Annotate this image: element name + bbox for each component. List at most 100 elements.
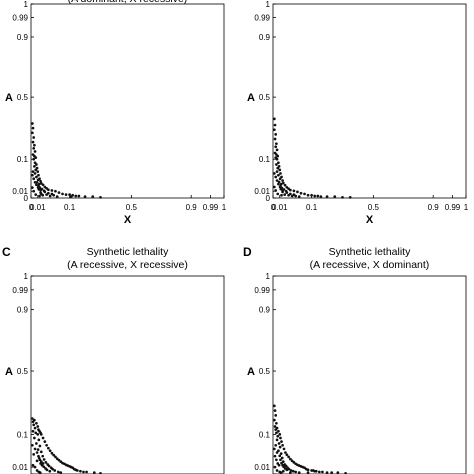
scatter-point (35, 459, 39, 463)
scatter-point (37, 173, 40, 177)
panel-subtitle: (A dominant, X recessive) (68, 0, 188, 5)
scatter-point (33, 447, 37, 451)
scatter-point (51, 467, 54, 471)
x-tick-label: 0.1 (306, 203, 318, 212)
scatter-point (275, 431, 278, 435)
y-tick-label: 0.01 (12, 463, 28, 472)
panel-title: Synthetic lethality (329, 246, 411, 258)
scatter-point (47, 188, 50, 192)
scatter-point (278, 433, 282, 436)
scatter-point (280, 456, 284, 460)
scatter-point (274, 443, 278, 447)
scatter-point (275, 148, 279, 152)
scatter-point (277, 182, 280, 186)
scatter-point (32, 177, 36, 181)
plot-frame (30, 275, 225, 474)
scatter-point (273, 409, 277, 412)
y-tick-label: 0.99 (254, 14, 270, 23)
scatter-point (289, 457, 292, 461)
scatter-point (287, 193, 290, 197)
x-axis-label: X (124, 214, 132, 226)
panel-subtitle: (A recessive, X dominant) (310, 259, 430, 271)
y-tick-label: 0.5 (17, 93, 29, 102)
y-tick-label: 1 (266, 272, 271, 281)
scatter-point (53, 469, 57, 472)
scatter-point (281, 181, 285, 185)
scatter-point (37, 188, 41, 191)
scatter-point (273, 123, 277, 127)
scatter-point (91, 195, 95, 198)
scatter-point (289, 188, 292, 192)
scatter-point (38, 471, 42, 474)
y-tick-label: 0.5 (259, 93, 271, 102)
scatter-point (35, 183, 38, 187)
scatter-point (33, 180, 37, 184)
scatter-point (279, 187, 283, 191)
scatter-point (273, 454, 277, 458)
scatter-point (344, 471, 347, 474)
scatter-point (291, 469, 295, 473)
scatter-point (313, 194, 317, 198)
y-tick-label: 1 (24, 0, 29, 9)
scatter-point (277, 180, 281, 184)
scatter-point (79, 469, 82, 473)
scatter-point (64, 193, 68, 196)
scatter-point (310, 193, 313, 197)
scatter-point (280, 440, 283, 444)
y-tick-label: 1 (266, 0, 271, 9)
scatter-point (41, 183, 45, 187)
scatter-point (32, 189, 36, 193)
scatter-point (39, 191, 42, 194)
scatter-point (273, 404, 276, 408)
scatter-point (277, 161, 280, 165)
scatter-point (47, 446, 50, 450)
scatter-point (279, 172, 282, 175)
scatter-point (31, 173, 34, 177)
scatter-point (279, 182, 283, 186)
panel-label: D (243, 245, 252, 259)
scatter-point (348, 195, 352, 199)
scatter-point (31, 126, 35, 130)
scatter-point (38, 458, 42, 462)
x-tick-label: 0.9 (186, 203, 198, 212)
scatter-point (274, 414, 278, 417)
scatter-point (276, 166, 280, 170)
scatter-point (287, 467, 291, 471)
scatter-point (289, 469, 293, 472)
scatter-point (281, 443, 284, 447)
x-tick-label: 0.5 (126, 203, 138, 212)
scatter-point (277, 429, 280, 433)
scatter-point (37, 454, 40, 458)
scatter-point (36, 448, 40, 451)
scatter-point (282, 447, 286, 451)
scatter-point (279, 458, 282, 462)
scatter-point (39, 433, 43, 436)
plot-frame (272, 275, 467, 474)
scatter-point (54, 189, 57, 193)
scatter-point (275, 170, 279, 173)
y-tick-label: 0.1 (259, 155, 271, 164)
y-tick-label: 0.99 (254, 286, 270, 295)
scatter-point (294, 470, 298, 474)
scatter-point (273, 465, 277, 469)
scatter-point (278, 445, 282, 449)
scatter-point (34, 156, 38, 159)
x-tick-label: 1 (222, 203, 227, 212)
scatter-point (325, 195, 329, 198)
scatter-point (275, 438, 279, 442)
scatter-point (280, 461, 283, 465)
scatter-point (306, 468, 310, 472)
scatter-point (306, 471, 310, 474)
scatter-point (69, 195, 73, 198)
scatter-point (39, 460, 43, 463)
scatter-point (341, 195, 344, 199)
scatter-point (48, 469, 52, 473)
scatter-point (321, 470, 324, 474)
scatter-point (85, 470, 88, 474)
scatter-point (316, 194, 320, 198)
y-tick-label: 0.9 (259, 306, 271, 315)
scatter-point (273, 447, 276, 451)
scatter-point (35, 451, 39, 454)
scatter-point (31, 463, 35, 467)
scatter-point (275, 163, 278, 166)
